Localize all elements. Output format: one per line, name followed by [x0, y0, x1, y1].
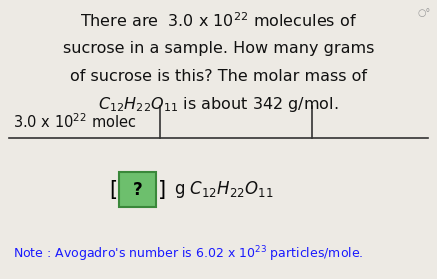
Text: $C_{12}H_{22}O_{11}$ is about 342 g/mol.: $C_{12}H_{22}O_{11}$ is about 342 g/mol.: [98, 95, 339, 114]
Text: 3.0 x $10^{22}$ molec: 3.0 x $10^{22}$ molec: [13, 112, 136, 131]
Text: There are  3.0 x $10^{22}$ molecules of: There are 3.0 x $10^{22}$ molecules of: [80, 11, 357, 30]
Text: g $C_{12}H_{22}O_{11}$: g $C_{12}H_{22}O_{11}$: [174, 179, 273, 200]
Text: ○°: ○°: [417, 8, 430, 18]
Text: Note : Avogadro's number is 6.02 x $10^{23}$ particles/mole.: Note : Avogadro's number is 6.02 x $10^{…: [13, 244, 364, 264]
Text: sucrose in a sample. How many grams: sucrose in a sample. How many grams: [63, 41, 374, 56]
Text: ?: ?: [133, 181, 142, 199]
FancyBboxPatch shape: [119, 172, 156, 207]
Text: [: [: [109, 180, 117, 200]
Text: ]: ]: [159, 180, 166, 200]
Text: of sucrose is this? The molar mass of: of sucrose is this? The molar mass of: [70, 69, 367, 84]
